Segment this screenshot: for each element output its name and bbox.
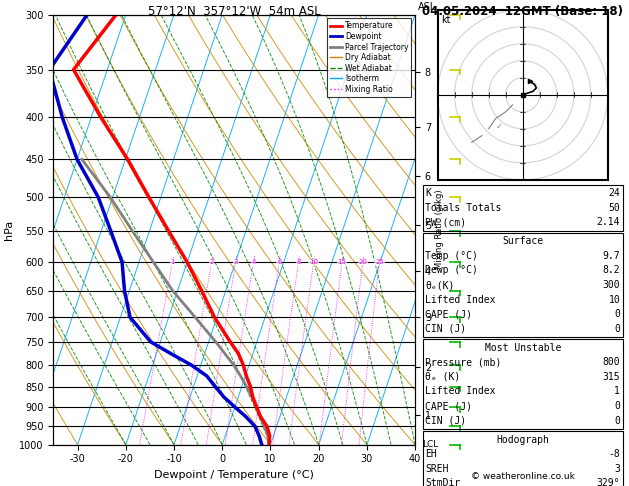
Text: StmDir: StmDir [425,478,460,486]
Text: 2: 2 [209,259,214,265]
Text: © weatheronline.co.uk: © weatheronline.co.uk [470,472,575,481]
X-axis label: Dewpoint / Temperature (°C): Dewpoint / Temperature (°C) [154,470,314,480]
Text: 0: 0 [615,309,620,319]
Text: 0: 0 [615,416,620,426]
Text: 3: 3 [615,464,620,474]
Text: EH: EH [425,449,437,459]
Text: 4: 4 [251,259,255,265]
Text: 0: 0 [615,324,620,334]
Text: 2.14: 2.14 [597,217,620,227]
Text: 329°: 329° [597,478,620,486]
Text: Lifted Index: Lifted Index [425,386,496,397]
Text: 10: 10 [309,259,318,265]
Text: km
ASL: km ASL [418,0,437,12]
Text: 9.7: 9.7 [603,251,620,261]
Text: 50: 50 [608,203,620,213]
Text: CAPE (J): CAPE (J) [425,401,472,411]
Text: LCL: LCL [422,440,438,449]
Text: θₑ (K): θₑ (K) [425,372,460,382]
Text: SREH: SREH [425,464,448,474]
Y-axis label: hPa: hPa [4,220,14,240]
Text: θₑ(K): θₑ(K) [425,280,455,290]
Text: 10: 10 [608,295,620,305]
Text: Pressure (mb): Pressure (mb) [425,357,501,367]
Text: 3: 3 [233,259,238,265]
Text: 300: 300 [603,280,620,290]
Text: 8.2: 8.2 [603,265,620,276]
Text: 8: 8 [296,259,301,265]
Text: Lifted Index: Lifted Index [425,295,496,305]
Text: Hodograph: Hodograph [496,434,549,445]
Text: 315: 315 [603,372,620,382]
Legend: Temperature, Dewpoint, Parcel Trajectory, Dry Adiabat, Wet Adiabat, Isotherm, Mi: Temperature, Dewpoint, Parcel Trajectory… [327,18,411,97]
Text: 6: 6 [277,259,282,265]
Text: CIN (J): CIN (J) [425,324,466,334]
Text: 04.05.2024  12GMT (Base: 18): 04.05.2024 12GMT (Base: 18) [422,5,623,18]
Text: Temp (°C): Temp (°C) [425,251,478,261]
Text: 24: 24 [608,188,620,198]
Text: 0: 0 [615,401,620,411]
Text: 25: 25 [375,259,384,265]
Text: CIN (J): CIN (J) [425,416,466,426]
Text: Totals Totals: Totals Totals [425,203,501,213]
Text: 57°12'N  357°12'W  54m ASL: 57°12'N 357°12'W 54m ASL [148,5,321,18]
Text: 1: 1 [170,259,175,265]
Text: Surface: Surface [502,236,543,246]
Text: 20: 20 [359,259,367,265]
Text: PW (cm): PW (cm) [425,217,466,227]
Text: CAPE (J): CAPE (J) [425,309,472,319]
Text: 1: 1 [615,386,620,397]
Text: 15: 15 [338,259,347,265]
Text: K: K [425,188,431,198]
Text: Dewp (°C): Dewp (°C) [425,265,478,276]
Text: Mixing Ratio (g/kg): Mixing Ratio (g/kg) [435,190,443,269]
Text: 800: 800 [603,357,620,367]
Text: -8: -8 [608,449,620,459]
Text: kt: kt [441,15,450,25]
Text: ✓: ✓ [496,122,503,131]
Text: Most Unstable: Most Unstable [484,343,561,353]
